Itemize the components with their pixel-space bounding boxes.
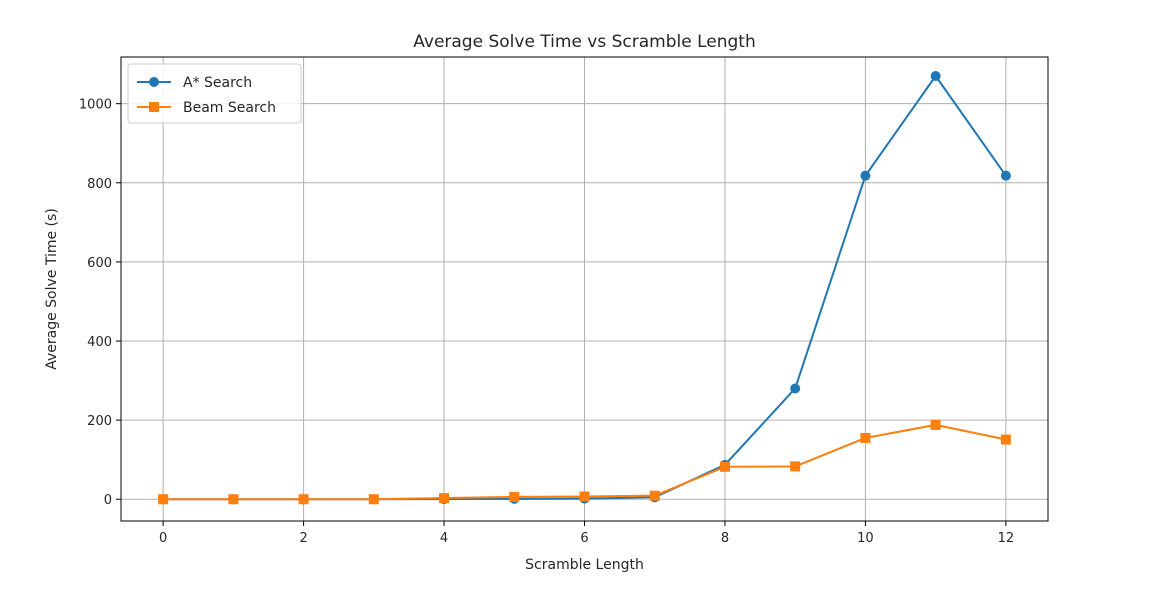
series-1 (158, 419, 1011, 505)
legend-marker (149, 102, 159, 112)
data-point (228, 494, 239, 505)
y-tick-label: 600 (87, 256, 112, 271)
legend-box (127, 63, 302, 124)
data-point (298, 494, 309, 505)
x-tick-label: 0 (159, 531, 167, 546)
data-point (1000, 434, 1011, 445)
y-tick-label: 400 (87, 335, 112, 350)
y-tick-label: 1000 (79, 98, 112, 113)
data-point (368, 494, 379, 505)
x-tick-label: 2 (299, 531, 307, 546)
data-point (509, 491, 520, 502)
grid (121, 57, 1048, 521)
x-tick-label: 12 (998, 531, 1015, 546)
data-point (649, 490, 660, 501)
chart-title: Average Solve Time vs Scramble Length (413, 32, 756, 52)
legend: A* Search Beam Search (127, 63, 302, 124)
data-point (1000, 170, 1011, 181)
legend-label: Beam Search (183, 100, 276, 116)
x-tick-label: 10 (857, 531, 874, 546)
x-axis-label: Scramble Length (525, 557, 644, 573)
legend-marker (149, 77, 159, 87)
legend-label: A* Search (183, 75, 252, 91)
tick-layer: 0 2 4 6 8 10 12 0 200 400 600 800 1000 (79, 98, 1014, 546)
x-tick-label: 4 (440, 531, 448, 546)
y-tick-label: 800 (87, 177, 112, 192)
y-tick-label: 200 (87, 414, 112, 429)
data-point (790, 461, 801, 472)
data-point (158, 494, 169, 505)
data-point (719, 461, 730, 472)
data-point (579, 491, 590, 502)
data-point (930, 70, 941, 81)
series-layer (158, 70, 1011, 505)
data-point (439, 493, 450, 504)
x-tick-label: 8 (721, 531, 729, 546)
y-axis-label: Average Solve Time (s) (44, 208, 60, 370)
x-tick-label: 6 (580, 531, 588, 546)
data-point (930, 419, 941, 430)
data-point (790, 383, 801, 394)
data-point (860, 170, 871, 181)
y-tick-label: 0 (104, 493, 112, 508)
data-point (860, 432, 871, 443)
